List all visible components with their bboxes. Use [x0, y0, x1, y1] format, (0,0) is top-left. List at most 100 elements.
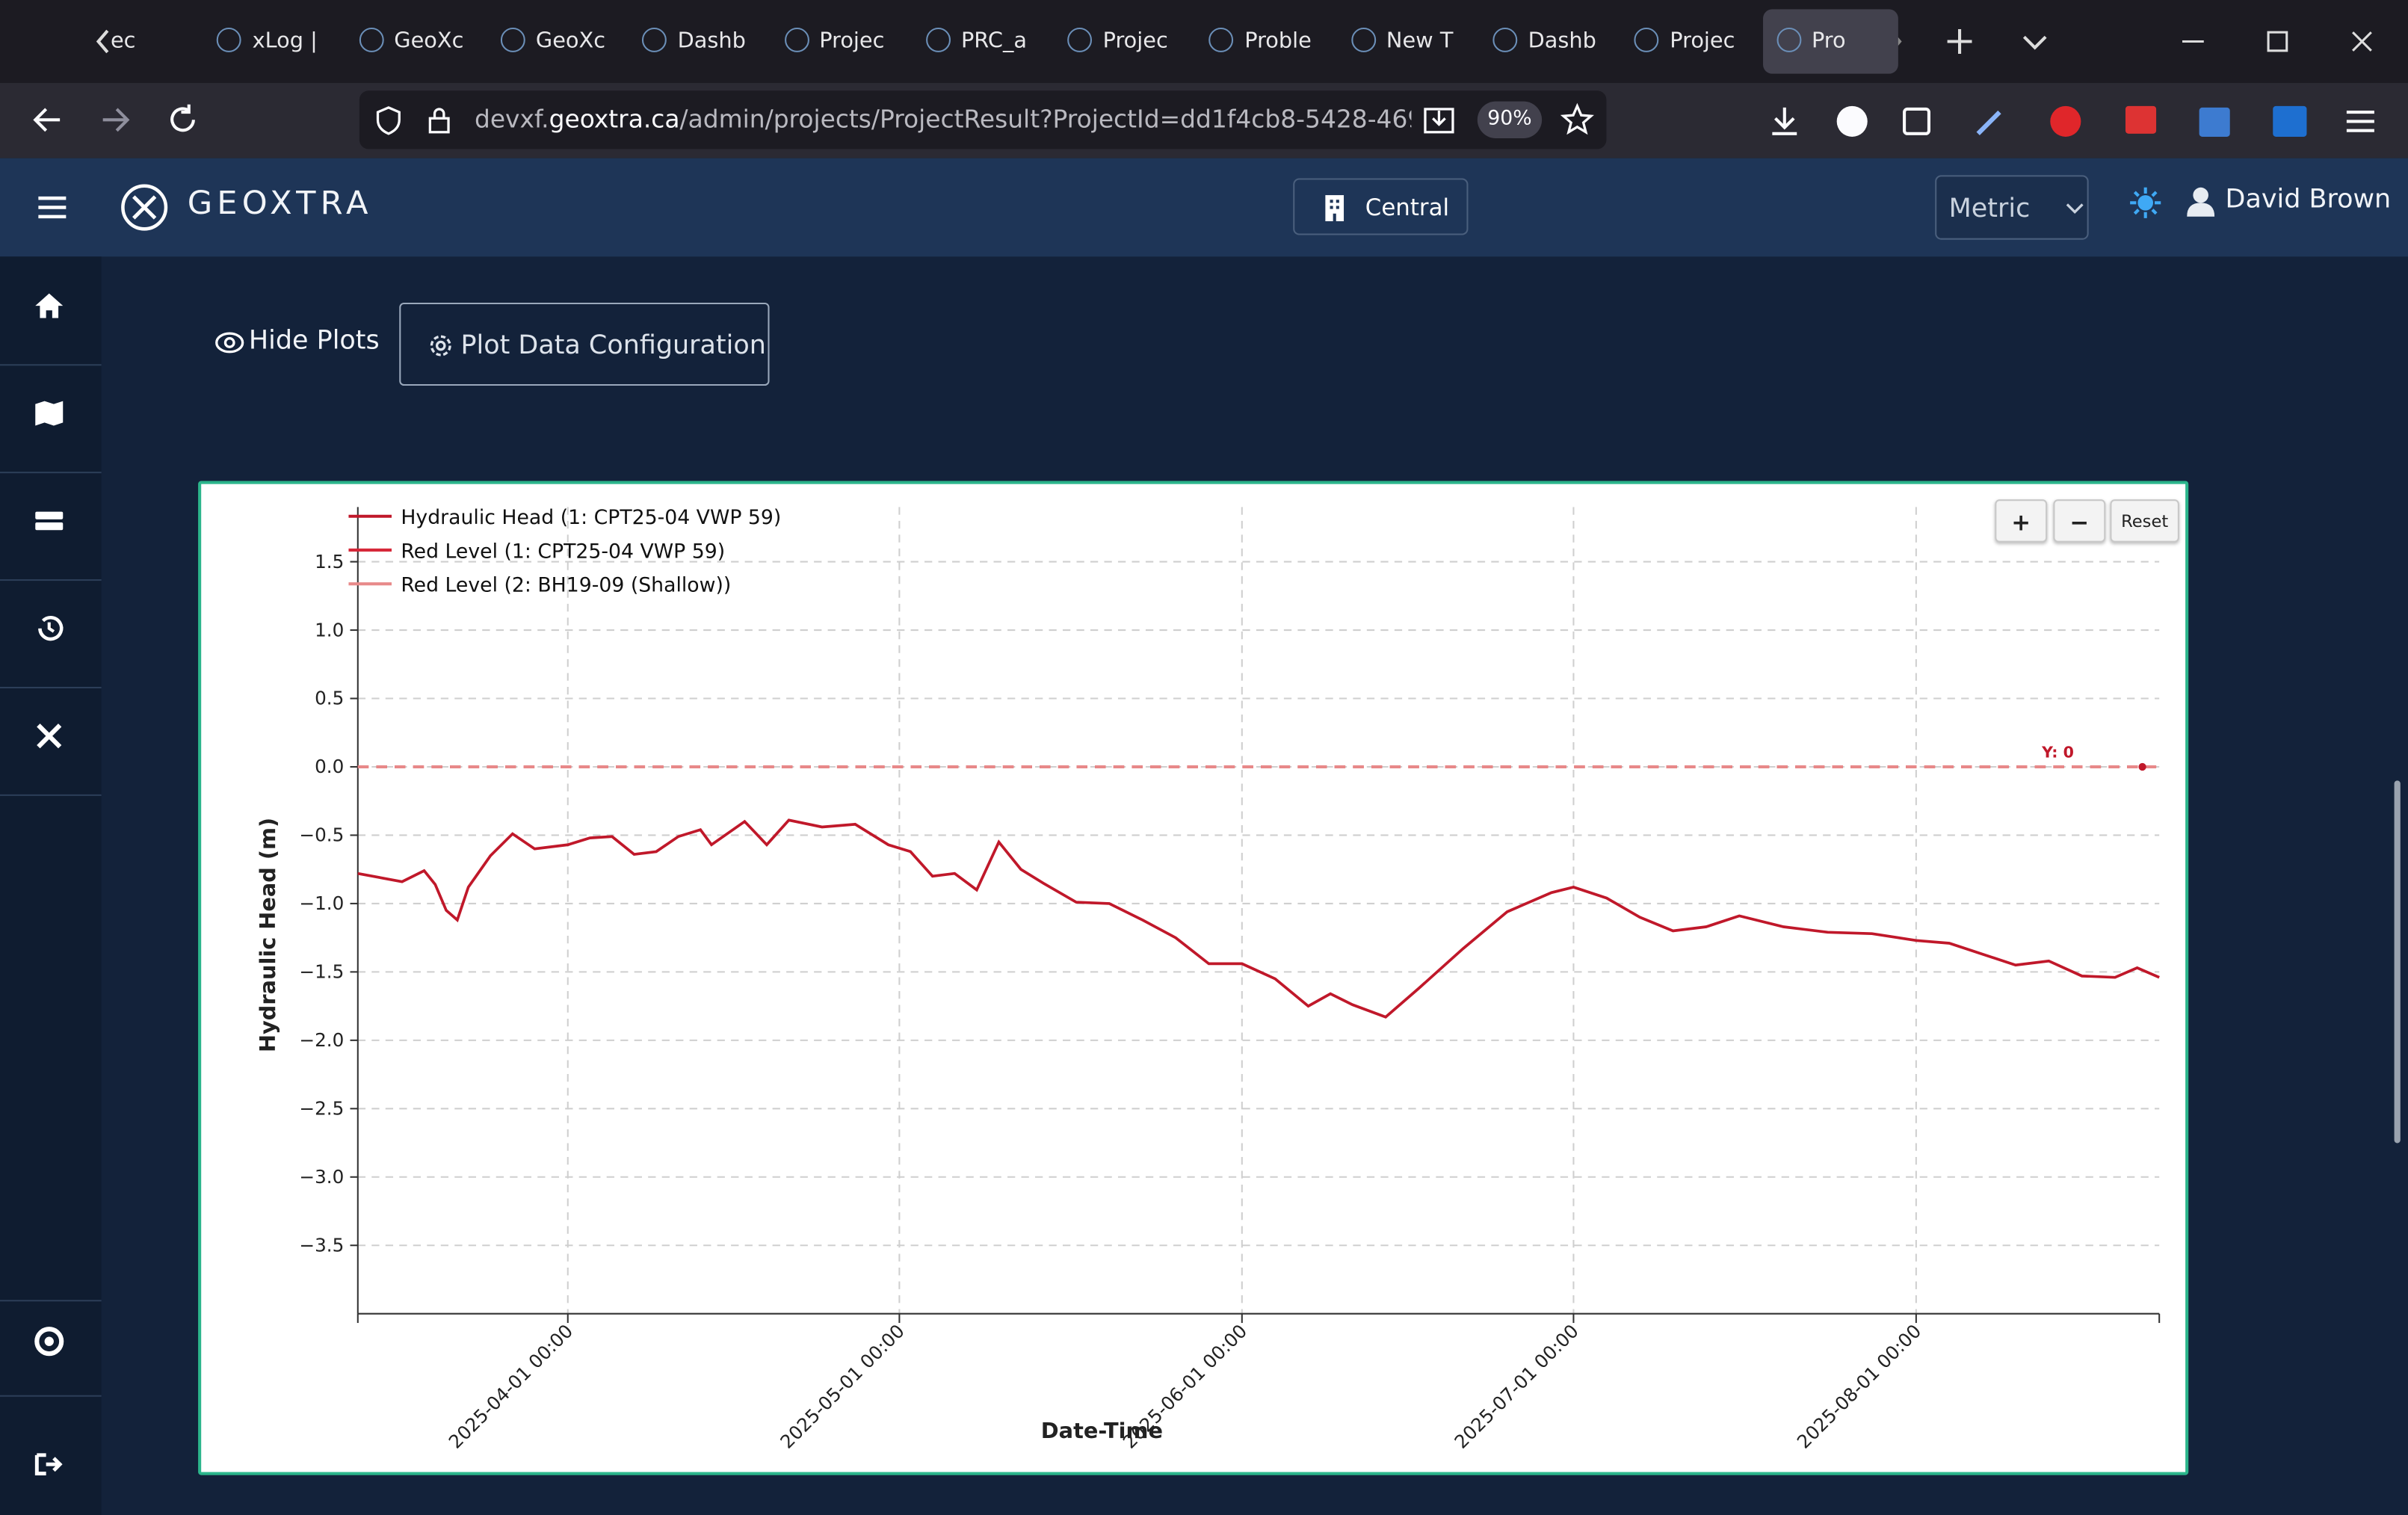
y-tick-label: 0.5	[315, 688, 344, 709]
tab-list[interactable]	[2019, 26, 2050, 57]
bookmark-star[interactable]	[1560, 102, 1594, 137]
tab-title: Dashb	[677, 29, 746, 54]
x-tick-label: 2025-04-01 00:00	[445, 1320, 578, 1453]
tab-title: Dashb	[1528, 29, 1596, 54]
scrollbar[interactable]	[2394, 780, 2401, 1144]
y-tick-label: −1.0	[299, 892, 344, 914]
forward-button[interactable]	[99, 103, 132, 137]
home-link[interactable]	[34, 291, 64, 321]
browser-tab[interactable]: Dashb	[1479, 9, 1614, 73]
tab-strip: ec xLog | GeoXc GeoXc Dashb Projec PRC_a Projec…	[0, 0, 2408, 84]
user-name[interactable]: David Brown	[2225, 184, 2392, 215]
reset-button[interactable]: Reset	[2110, 499, 2179, 543]
security-icons	[376, 106, 450, 135]
menu-button[interactable]	[37, 192, 67, 223]
maximize[interactable]	[2262, 26, 2293, 57]
browser-tab[interactable]: Proble	[1196, 9, 1331, 73]
browser-tab[interactable]: GeoXc	[487, 9, 622, 73]
toolbar-icons[interactable]	[1766, 103, 2380, 140]
url-domain: geoxtra.ca	[549, 104, 680, 134]
y-tick-label: −3.0	[299, 1166, 344, 1188]
tools-link[interactable]	[34, 721, 64, 751]
units-value: Metric	[1948, 194, 2031, 225]
browser-tab[interactable]: Projec	[1054, 9, 1189, 73]
tab-title: New T	[1386, 29, 1454, 54]
annotation-dot	[2138, 762, 2146, 771]
minimize[interactable]	[2178, 26, 2208, 57]
zoom-out-button[interactable]: −	[2053, 499, 2106, 543]
theme-toggle[interactable]	[2128, 186, 2162, 220]
close-window[interactable]	[2347, 26, 2377, 57]
back-button[interactable]	[31, 103, 64, 137]
y-tick-label: −2.5	[299, 1098, 344, 1120]
series-line	[357, 818, 2160, 1019]
site-selector[interactable]: Central	[1293, 178, 1469, 235]
tab-icon	[500, 28, 525, 52]
tab-icon	[1634, 28, 1659, 52]
tab-icon	[217, 28, 242, 52]
zoom-level[interactable]: 90%	[1477, 101, 1543, 139]
tab-icon	[925, 28, 951, 52]
plot-config-label: Plot Data Configuration	[460, 330, 766, 362]
building-icon	[1325, 195, 1345, 222]
tab-icon	[784, 28, 809, 52]
zoom-in-button[interactable]: +	[1995, 499, 2048, 543]
history-link[interactable]	[34, 613, 64, 644]
hide-plots-button[interactable]: Hide Plots	[215, 326, 380, 357]
separator	[0, 472, 102, 474]
map-link[interactable]	[34, 398, 64, 428]
annotation-label: Y: 0	[2041, 744, 2074, 762]
separator	[0, 364, 102, 366]
reload-button[interactable]	[166, 103, 200, 137]
new-tab[interactable]	[1945, 26, 1975, 57]
tabs-back[interactable]	[89, 26, 120, 57]
browser-tab[interactable]: Dashb	[629, 9, 764, 73]
brand-name: GEOXTRA	[187, 184, 373, 222]
y-tick-label: −1.5	[299, 961, 344, 983]
tab-icon	[1350, 28, 1376, 52]
url-subdomain: devxf.	[474, 104, 549, 134]
eye-icon	[215, 332, 244, 354]
y-axis-title: Hydraulic Head (m)	[255, 818, 280, 1052]
tab-icon	[359, 28, 383, 52]
browser-tab[interactable]: New T	[1337, 9, 1472, 73]
tab-title: GeoXc	[394, 29, 464, 54]
separator	[0, 579, 102, 581]
logout-link[interactable]	[34, 1449, 64, 1480]
browser-tab[interactable]: PRC_a	[912, 9, 1047, 73]
data-link[interactable]	[34, 505, 64, 536]
address-bar[interactable]: devxf.geoxtra.ca/admin/projects/ProjectR…	[359, 90, 1607, 149]
page-save-icon[interactable]	[1422, 105, 1459, 135]
tab-icon	[1492, 28, 1518, 52]
separator	[0, 1395, 102, 1397]
browser-tab[interactable]: Pro	[1762, 9, 1898, 74]
browser-tab[interactable]: Projec	[771, 9, 906, 73]
separator	[0, 1300, 102, 1302]
plot-config-button[interactable]: Plot Data Configuration	[399, 302, 770, 386]
browser-tab[interactable]: Projec	[1621, 9, 1756, 73]
units-select[interactable]: Metric	[1935, 175, 2089, 240]
help-link[interactable]	[34, 1326, 64, 1357]
sidebar	[0, 256, 102, 1515]
y-tick-label: −0.5	[299, 824, 344, 846]
browser-tab[interactable]: xLog |	[203, 9, 339, 73]
chart-panel: −3.5 −3.0 −2.5 −2.0 −1.5 −1.0 −0.5 0.0 0.5 1.0 1.5…	[198, 481, 2189, 1475]
tab-title: ec	[110, 29, 136, 54]
separator	[0, 794, 102, 796]
hide-plots-label: Hide Plots	[248, 325, 380, 357]
browser-tab[interactable]: ec	[61, 9, 197, 73]
x-axis-title: Date-Time	[1041, 1418, 1163, 1443]
browser-tab[interactable]: GeoXc	[345, 9, 481, 73]
user-icon	[2187, 187, 2215, 217]
tab-icon	[1776, 28, 1801, 52]
y-tick-label: 1.0	[315, 619, 344, 641]
tab-icon	[1209, 28, 1234, 52]
x-tick-label: 2025-07-01 00:00	[1450, 1320, 1583, 1453]
tab-title: Projec	[1102, 29, 1168, 54]
y-tick-label: −3.5	[299, 1234, 344, 1256]
x-tick-label: 2025-08-01 00:00	[1793, 1320, 1926, 1453]
legend-label: Hydraulic Head (1: CPT25-04 VWP 59)	[401, 506, 781, 529]
url: devxf.geoxtra.ca/admin/projects/ProjectR…	[475, 90, 1411, 149]
